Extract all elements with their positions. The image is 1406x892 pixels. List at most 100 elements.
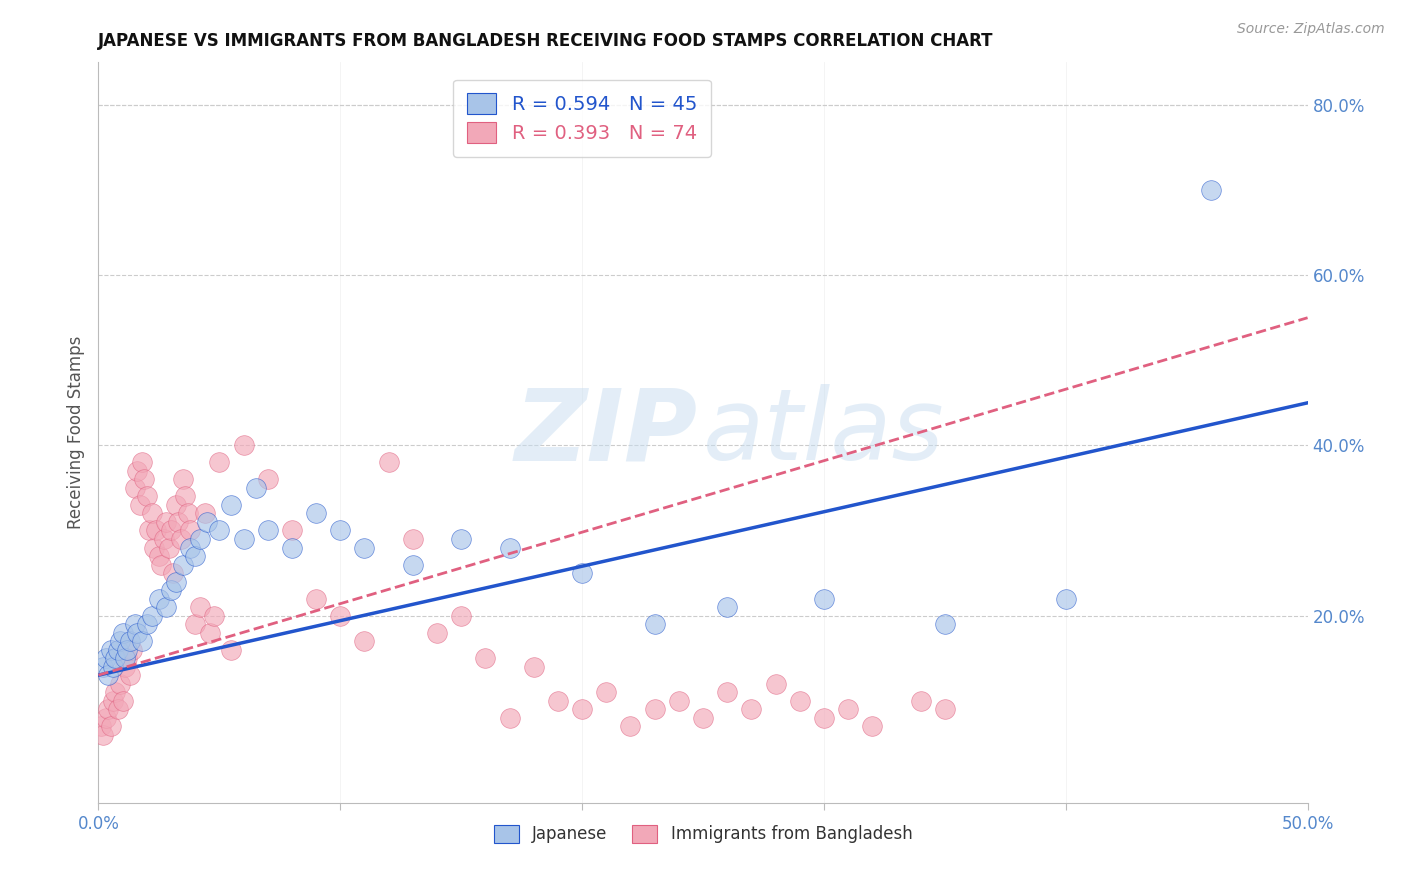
Point xyxy=(141,608,163,623)
Point xyxy=(145,524,167,538)
Point xyxy=(108,676,131,690)
Point xyxy=(141,507,163,521)
Point xyxy=(124,481,146,495)
Text: ZIP: ZIP xyxy=(515,384,697,481)
Point xyxy=(281,541,304,555)
Point xyxy=(155,515,177,529)
Point xyxy=(167,515,190,529)
Point xyxy=(107,702,129,716)
Point xyxy=(94,651,117,665)
Point xyxy=(498,711,520,725)
Point xyxy=(184,549,207,563)
Point xyxy=(195,515,218,529)
Point xyxy=(194,507,217,521)
Point xyxy=(204,608,226,623)
Point xyxy=(245,481,267,495)
Point xyxy=(402,532,425,546)
Point xyxy=(910,694,932,708)
Point xyxy=(118,634,141,648)
Point xyxy=(114,651,136,665)
Point xyxy=(934,702,956,716)
Point xyxy=(1054,591,1077,606)
Point xyxy=(177,507,200,521)
Point xyxy=(498,541,520,555)
Point xyxy=(571,566,593,580)
Point xyxy=(104,685,127,699)
Point xyxy=(595,685,617,699)
Point xyxy=(208,524,231,538)
Point xyxy=(523,659,546,673)
Point xyxy=(135,490,157,504)
Point xyxy=(152,532,174,546)
Point xyxy=(160,582,183,597)
Point xyxy=(353,634,375,648)
Point xyxy=(179,524,201,538)
Point xyxy=(450,532,472,546)
Point xyxy=(97,702,120,716)
Point xyxy=(107,642,129,657)
Point xyxy=(101,694,124,708)
Point xyxy=(100,642,122,657)
Point xyxy=(353,541,375,555)
Point xyxy=(117,642,139,657)
Point xyxy=(305,507,328,521)
Text: JAPANESE VS IMMIGRANTS FROM BANGLADESH RECEIVING FOOD STAMPS CORRELATION CHART: JAPANESE VS IMMIGRANTS FROM BANGLADESH R… xyxy=(98,32,994,50)
Point xyxy=(91,659,114,673)
Point xyxy=(547,694,569,708)
Point xyxy=(150,558,173,572)
Point xyxy=(165,498,187,512)
Point xyxy=(100,719,122,733)
Point xyxy=(837,702,859,716)
Point xyxy=(474,651,496,665)
Point xyxy=(377,455,399,469)
Point xyxy=(644,617,666,632)
Point xyxy=(131,634,153,648)
Point xyxy=(172,558,194,572)
Point xyxy=(188,600,211,615)
Point xyxy=(619,719,641,733)
Point xyxy=(450,608,472,623)
Point xyxy=(934,617,956,632)
Point xyxy=(157,541,180,555)
Point xyxy=(162,566,184,580)
Point xyxy=(143,541,166,555)
Point xyxy=(668,694,690,708)
Point xyxy=(329,608,352,623)
Point xyxy=(232,438,254,452)
Point xyxy=(179,541,201,555)
Point xyxy=(329,524,352,538)
Point xyxy=(172,472,194,486)
Point xyxy=(148,549,170,563)
Y-axis label: Receiving Food Stamps: Receiving Food Stamps xyxy=(66,336,84,529)
Legend: Japanese, Immigrants from Bangladesh: Japanese, Immigrants from Bangladesh xyxy=(486,818,920,850)
Point xyxy=(1199,183,1222,197)
Point xyxy=(90,719,112,733)
Point xyxy=(104,651,127,665)
Point xyxy=(716,600,738,615)
Point xyxy=(91,728,114,742)
Point xyxy=(169,532,191,546)
Point xyxy=(232,532,254,546)
Point xyxy=(155,600,177,615)
Point xyxy=(174,490,197,504)
Point xyxy=(426,625,449,640)
Point xyxy=(692,711,714,725)
Point xyxy=(124,617,146,632)
Point xyxy=(789,694,811,708)
Point xyxy=(860,719,883,733)
Point xyxy=(765,676,787,690)
Point xyxy=(135,617,157,632)
Point xyxy=(198,625,221,640)
Point xyxy=(114,659,136,673)
Point xyxy=(221,498,243,512)
Point xyxy=(134,472,156,486)
Point xyxy=(97,668,120,682)
Point xyxy=(101,659,124,673)
Point xyxy=(716,685,738,699)
Point xyxy=(111,625,134,640)
Point xyxy=(121,642,143,657)
Point xyxy=(571,702,593,716)
Text: Source: ZipAtlas.com: Source: ZipAtlas.com xyxy=(1237,22,1385,37)
Point xyxy=(127,464,149,478)
Point xyxy=(256,524,278,538)
